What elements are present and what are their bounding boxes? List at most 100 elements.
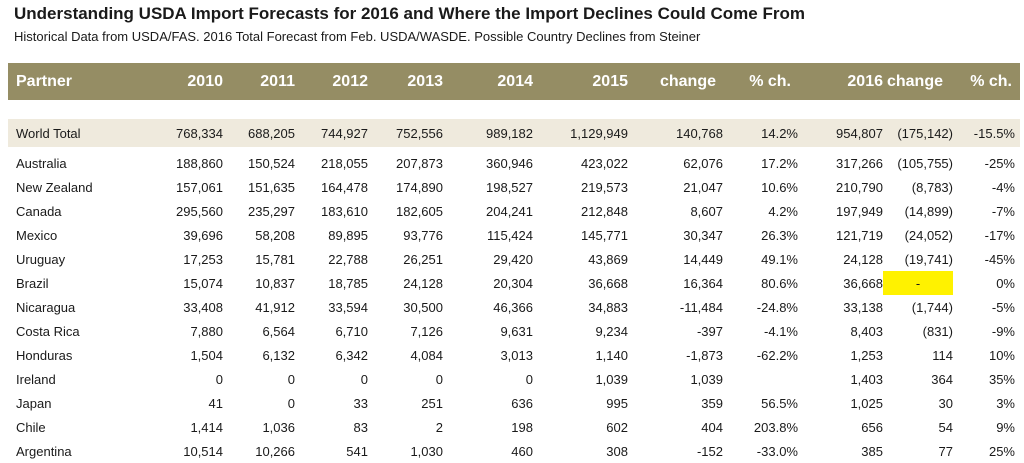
row-label: Brazil xyxy=(16,275,49,291)
table-cell: 203.8% xyxy=(753,419,798,435)
table-cell: 77 xyxy=(938,443,953,459)
table-row: Argentina 10,514 10,266 541 1,030 460 308 -152 -… xyxy=(8,439,1020,463)
table-cell: 6,564 xyxy=(262,323,295,339)
table-cell: 83 xyxy=(353,419,368,435)
row-label: Partner xyxy=(16,72,73,90)
row-label: Honduras xyxy=(16,347,73,363)
row-label: Nicaragua xyxy=(16,299,76,315)
table-cell: 218,055 xyxy=(321,155,368,171)
table-cell: 34,883 xyxy=(588,299,628,315)
table-cell: 164,478 xyxy=(321,179,368,195)
table-cell: 30,347 xyxy=(683,227,723,243)
table-cell: -25% xyxy=(984,155,1015,171)
table-cell: 752,556 xyxy=(396,125,443,141)
table-cell: -152 xyxy=(696,443,723,459)
table-cell: 460 xyxy=(511,443,533,459)
table-cell: 49.1% xyxy=(761,251,798,267)
table-cell: (105,755) xyxy=(897,155,953,171)
table-cell: 308 xyxy=(606,443,628,459)
table-cell: -33.0% xyxy=(756,443,798,459)
table-cell: 89,895 xyxy=(328,227,368,243)
table-cell: 602 xyxy=(606,419,628,435)
table-cell: 235,297 xyxy=(248,203,295,219)
table-cell: 56.5% xyxy=(761,395,798,411)
table-cell: 995 xyxy=(606,395,628,411)
table-cell: 0 xyxy=(287,371,295,387)
table-cell: 17.2% xyxy=(761,155,798,171)
table-cell: 636 xyxy=(511,395,533,411)
table-cell: 62,076 xyxy=(683,155,723,171)
table-cell: 33,408 xyxy=(183,299,223,315)
table-cell: 10,266 xyxy=(255,443,295,459)
table-cell: 360,946 xyxy=(486,155,533,171)
table-cell: 688,205 xyxy=(248,125,295,141)
table-cell: 36,668 xyxy=(843,275,883,291)
table-cell: 121,719 xyxy=(836,227,883,243)
table-cell: 39,696 xyxy=(183,227,223,243)
table-cell: 7,880 xyxy=(190,323,223,339)
table-cell: 656 xyxy=(861,419,883,435)
highlighted-cell: - xyxy=(883,271,953,295)
table-cell: -9% xyxy=(991,323,1015,339)
table-cell: 0 xyxy=(525,371,533,387)
row-label: Costa Rica xyxy=(16,323,80,339)
table-cell: 145,771 xyxy=(581,227,628,243)
table-cell: 4.2% xyxy=(768,203,798,219)
table-cell: 295,560 xyxy=(176,203,223,219)
table-cell: 1,253 xyxy=(850,347,883,363)
table-row: Brazil 15,074 10,837 18,785 24,128 20,304 36,6… xyxy=(8,271,1020,295)
table-cell: 54 xyxy=(938,419,953,435)
table-cell: 10,514 xyxy=(183,443,223,459)
table-cell: 2013 xyxy=(407,72,443,90)
table-cell: 10% xyxy=(988,347,1015,363)
table-row: Chile 1,414 1,036 83 2 198 602 404 203.8% 656 54 9% xyxy=(8,415,1020,439)
table-cell: (1,744) xyxy=(911,299,953,315)
table-cell: 18,785 xyxy=(328,275,368,291)
table-cell: 2012 xyxy=(332,72,368,90)
table-cell: 26.3% xyxy=(761,227,798,243)
table-cell: 10.6% xyxy=(761,179,798,195)
table-cell: change xyxy=(659,72,716,90)
table-cell: 150,524 xyxy=(248,155,295,171)
table-cell: 1,403 xyxy=(850,371,883,387)
table-cell: 80.6% xyxy=(761,275,798,291)
table-cell: 20,304 xyxy=(493,275,533,291)
table-cell: 1,414 xyxy=(190,419,223,435)
table-cell: 0% xyxy=(996,275,1015,291)
table-cell: 29,420 xyxy=(493,251,533,267)
table-cell: 9,234 xyxy=(595,323,628,339)
table-cell: -24.8% xyxy=(756,299,798,315)
row-label: Uruguay xyxy=(16,251,66,267)
table-cell: % ch. xyxy=(970,72,1012,90)
table-cell: 2011 xyxy=(260,72,295,90)
table-row: Australia 188,860 150,524 218,055 207,873 360… xyxy=(8,151,1020,175)
table-cell: 385 xyxy=(861,443,883,459)
table-cell: 43,869 xyxy=(588,251,628,267)
table-cell: (8,783) xyxy=(911,179,953,195)
header-gap xyxy=(8,100,1020,119)
table-cell: 1,036 xyxy=(262,419,295,435)
table-cell: -397 xyxy=(696,323,723,339)
table-cell: 198 xyxy=(511,419,533,435)
table-cell: 151,635 xyxy=(248,179,295,195)
table-row: Ireland 0 0 0 0 0 1,039 1,039 1,403 364 35% xyxy=(8,367,1020,391)
table-cell: 46,366 xyxy=(493,299,533,315)
table-cell: 41 xyxy=(208,395,223,411)
table-cell: 24,128 xyxy=(403,275,443,291)
table-cell: 3,013 xyxy=(500,347,533,363)
table-cell: 15,781 xyxy=(255,251,295,267)
table-row: New Zealand 157,061 151,635 164,478 174,890 1… xyxy=(8,175,1020,199)
table-cell: 41,912 xyxy=(255,299,295,315)
table-cell: 30 xyxy=(938,395,953,411)
table-cell: 115,424 xyxy=(486,227,533,243)
table-cell: 768,334 xyxy=(176,125,223,141)
table-cell: (19,741) xyxy=(904,251,953,267)
table-cell: 3% xyxy=(996,395,1015,411)
table-cell: change xyxy=(886,72,943,90)
table-cell: 2014 xyxy=(497,72,533,90)
table-cell: 1,025 xyxy=(850,395,883,411)
table-cell: (175,142) xyxy=(897,125,953,141)
table-cell: -11,484 xyxy=(679,299,723,315)
table-cell: 33,138 xyxy=(843,299,883,315)
row-label: Canada xyxy=(16,203,62,219)
